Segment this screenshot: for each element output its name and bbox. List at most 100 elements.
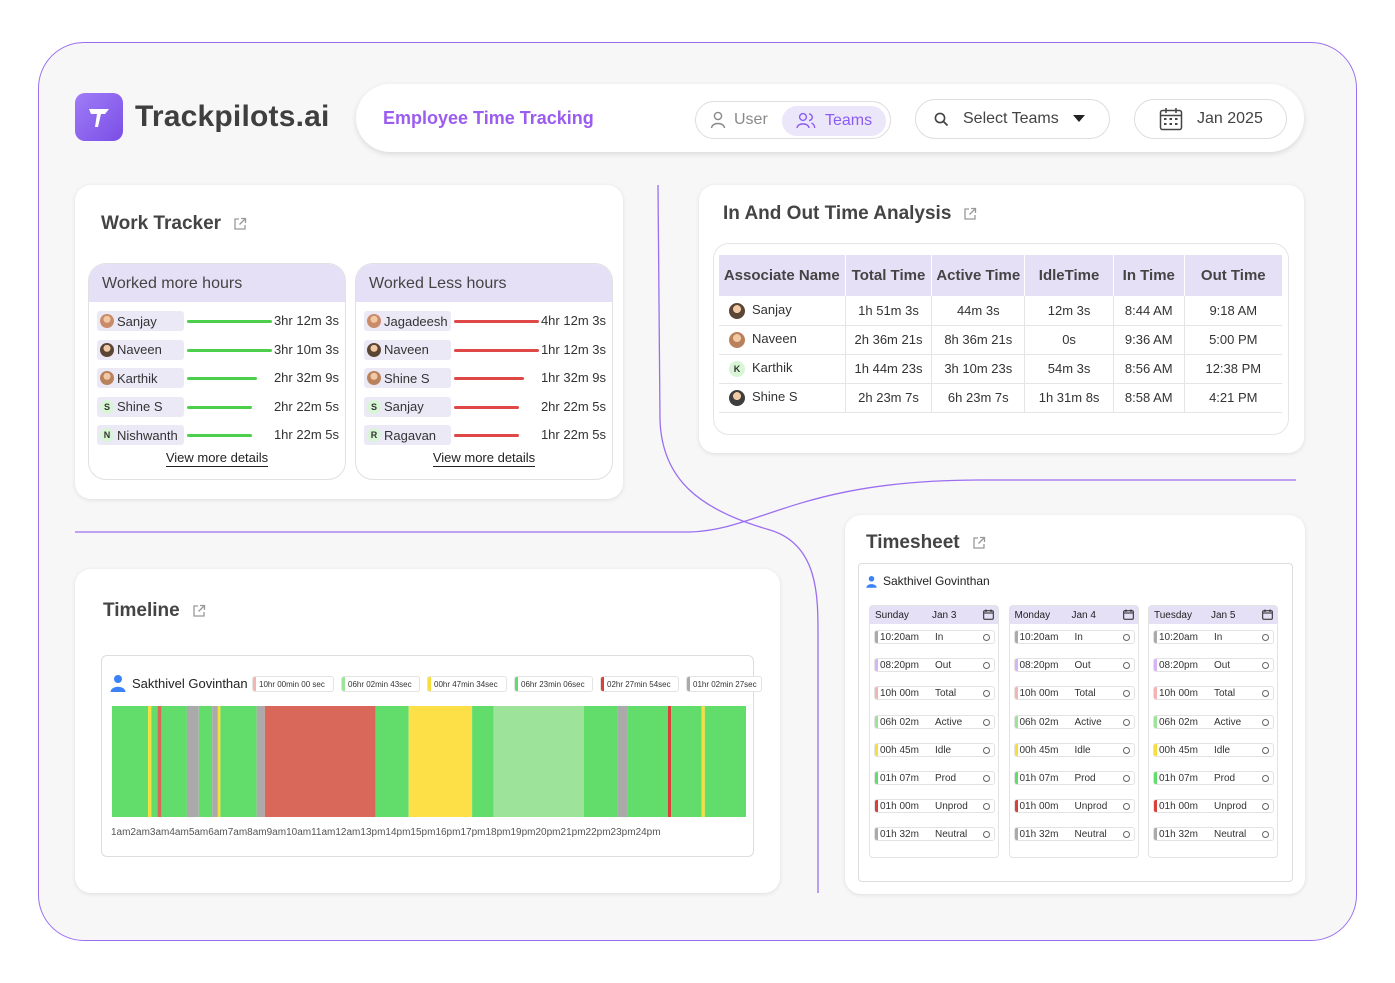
- day-header[interactable]: Sunday Jan 3: [870, 606, 998, 624]
- column-header[interactable]: Total Time: [845, 255, 933, 296]
- activity-segment[interactable]: [617, 706, 628, 817]
- timesheet-entry[interactable]: 06h 02m Active: [1153, 714, 1274, 729]
- external-link-icon[interactable]: [192, 604, 206, 618]
- table-row[interactable]: Naveen 2h 36m 21s 8h 36m 21s 0s 9:36 AM 5:00 …: [719, 325, 1282, 355]
- activity-segment[interactable]: [198, 706, 213, 817]
- tracker-row[interactable]: Shine S: [364, 368, 451, 388]
- hour-label: 17pm: [460, 827, 486, 838]
- timesheet-entry[interactable]: 10:20am In: [1153, 630, 1274, 644]
- activity-segment[interactable]: [375, 706, 409, 817]
- column-header[interactable]: Active Time: [931, 255, 1026, 296]
- external-link-icon[interactable]: [963, 207, 977, 221]
- tracker-row[interactable]: Jagadeesh: [364, 311, 451, 331]
- date-picker[interactable]: Jan 2025: [1134, 99, 1287, 139]
- timesheet-entry[interactable]: 10h 00m Total: [1153, 686, 1274, 701]
- activity-segment[interactable]: [668, 706, 672, 817]
- activity-segment[interactable]: [627, 706, 668, 817]
- activity-segment[interactable]: [186, 706, 199, 817]
- entry-value: 06h 02m: [1159, 716, 1198, 728]
- timesheet-entry[interactable]: 01h 32m Neutral: [1153, 827, 1274, 842]
- activity-segment[interactable]: [161, 706, 187, 817]
- brand-logo[interactable]: Trackpilots.ai: [75, 93, 330, 141]
- external-link-icon[interactable]: [972, 536, 986, 550]
- calendar-icon[interactable]: [1122, 609, 1134, 620]
- hour-label: 19pm: [510, 827, 536, 838]
- timesheet-entry[interactable]: 06h 02m Active: [1013, 714, 1135, 729]
- timesheet-entry[interactable]: 10h 00m Total: [874, 686, 995, 701]
- tracker-row[interactable]: Karthik: [97, 368, 184, 388]
- timesheet-entry[interactable]: 08:20pm Out: [1153, 658, 1274, 673]
- timesheet-entry[interactable]: 01h 07m Prod: [1013, 771, 1135, 785]
- activity-segment[interactable]: [256, 706, 265, 817]
- day-header[interactable]: Tuesday Jan 5: [1149, 606, 1277, 624]
- hours-bar: [187, 377, 257, 380]
- day-header[interactable]: Monday Jan 4: [1009, 606, 1138, 624]
- column-header[interactable]: Associate Name: [719, 255, 846, 296]
- entry-label: Out: [935, 660, 952, 672]
- timesheet-entry[interactable]: 01h 00m Unprod: [1153, 799, 1274, 814]
- in-out-title: In And Out Time Analysis: [723, 203, 952, 224]
- toggle-teams-button[interactable]: Teams: [782, 106, 886, 136]
- timesheet-entry[interactable]: 06h 02m Active: [874, 714, 995, 729]
- activity-segment[interactable]: [220, 706, 257, 817]
- view-more-details-link[interactable]: View more details: [165, 450, 269, 467]
- table-row[interactable]: Shine S 2h 23m 7s 6h 23m 7s 1h 31m 8s 8:58 A…: [719, 383, 1282, 413]
- activity-segment[interactable]: [212, 706, 218, 817]
- timesheet-entry[interactable]: 00h 45m Idle: [1013, 742, 1135, 757]
- clock-icon: [983, 662, 990, 670]
- activity-segment[interactable]: [157, 706, 162, 817]
- activity-segment[interactable]: [151, 706, 158, 817]
- tracker-row[interactable]: S Sanjay: [364, 396, 451, 417]
- activity-segment[interactable]: [583, 706, 618, 817]
- activity-segment[interactable]: [148, 706, 152, 817]
- external-link-icon[interactable]: [233, 217, 247, 231]
- calendar-icon[interactable]: [1262, 609, 1273, 620]
- person-icon: [866, 575, 877, 588]
- table-row[interactable]: K Karthik 1h 44m 23s 3h 10m 23s 54m 3s 8:56 A…: [719, 354, 1282, 384]
- entry-color-marker: [875, 687, 878, 700]
- activity-segment[interactable]: [701, 706, 705, 817]
- timesheet-entry[interactable]: 01h 00m Unprod: [874, 799, 995, 814]
- timesheet-entry[interactable]: 10h 00m Total: [1013, 686, 1135, 701]
- activity-segment[interactable]: [671, 706, 702, 817]
- table-row[interactable]: Sanjay 1h 51m 3s 44m 3s 12m 3s 8:44 AM 9:18 A…: [719, 296, 1282, 326]
- timesheet-entry[interactable]: 01h 07m Prod: [1153, 771, 1274, 785]
- tracker-row[interactable]: N Nishwanth: [97, 425, 184, 445]
- timesheet-entry[interactable]: 01h 32m Neutral: [1013, 827, 1135, 842]
- timesheet-entry[interactable]: 10:20am In: [1013, 630, 1135, 644]
- tracker-row[interactable]: Naveen: [97, 339, 184, 360]
- activity-segment[interactable]: [112, 706, 149, 817]
- hour-label: 5am: [188, 827, 209, 838]
- column-header[interactable]: IdleTime: [1024, 255, 1114, 296]
- tracker-row[interactable]: Sanjay: [97, 311, 184, 331]
- calendar-icon: [1159, 108, 1183, 131]
- activity-segment[interactable]: [217, 706, 221, 817]
- timesheet-entry[interactable]: 00h 45m Idle: [874, 742, 995, 757]
- day-date: Jan 4: [1071, 609, 1096, 621]
- timesheet-entry[interactable]: 00h 45m Idle: [1153, 742, 1274, 757]
- timesheet-entry[interactable]: 01h 00m Unprod: [1013, 799, 1135, 814]
- team-select[interactable]: Select Teams: [915, 99, 1110, 139]
- hours-bar: [187, 348, 272, 352]
- activity-segment[interactable]: [264, 706, 376, 817]
- activity-segment[interactable]: [493, 706, 584, 817]
- tracker-row[interactable]: S Shine S: [97, 396, 184, 417]
- tracker-row[interactable]: R Ragavan: [364, 425, 451, 445]
- calendar-icon[interactable]: [983, 609, 994, 620]
- timesheet-entry[interactable]: 10:20am In: [874, 630, 995, 644]
- toggle-user-button[interactable]: User: [710, 111, 768, 129]
- clock-icon: [1262, 718, 1269, 726]
- employee-name: Nishwanth: [117, 427, 178, 443]
- view-more-details-link[interactable]: View more details: [432, 450, 536, 467]
- column-header[interactable]: In Time: [1113, 255, 1185, 296]
- column-header[interactable]: Out Time: [1184, 255, 1282, 296]
- timesheet-entry[interactable]: 01h 07m Prod: [874, 771, 995, 785]
- top-header: Employee Time Tracking User Teams Select…: [356, 84, 1304, 152]
- activity-segment[interactable]: [472, 706, 494, 817]
- activity-segment[interactable]: [408, 706, 473, 817]
- activity-segment[interactable]: [704, 706, 746, 817]
- timesheet-entry[interactable]: 01h 32m Neutral: [874, 827, 995, 842]
- tracker-row[interactable]: Naveen: [364, 339, 451, 360]
- timesheet-entry[interactable]: 08:20pm Out: [874, 658, 995, 673]
- timesheet-entry[interactable]: 08:20pm Out: [1013, 658, 1135, 673]
